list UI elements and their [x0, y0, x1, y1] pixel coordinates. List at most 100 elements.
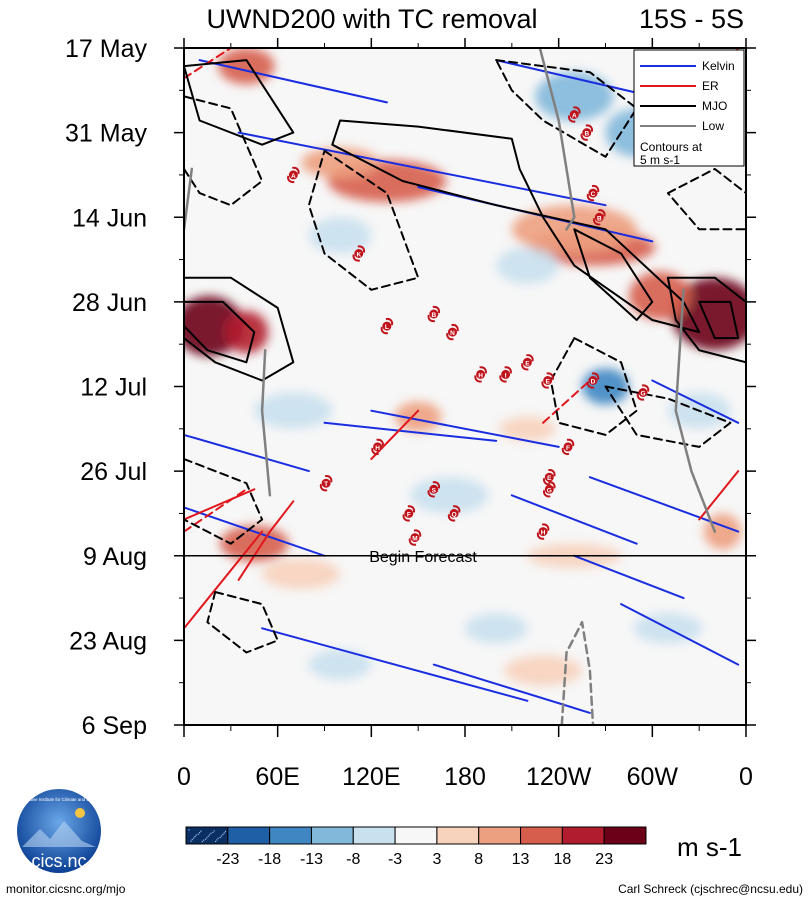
- tc-marker: E: [521, 354, 534, 371]
- cyclone-eye: [588, 376, 598, 385]
- cyclone-label: T: [324, 481, 328, 488]
- legend-label-kelvin: Kelvin: [702, 59, 735, 73]
- colorbar-swatch: [394, 826, 438, 845]
- kelvin-contour: [198, 59, 388, 104]
- mjo-contour-dashed: [206, 591, 279, 654]
- anomaly-patch: [499, 416, 556, 441]
- cyclone-eye: [544, 484, 554, 494]
- colorbar-stipple: [222, 833, 224, 836]
- colorbar-swatch: [436, 826, 480, 845]
- colorbar-label: -8: [346, 851, 360, 868]
- cyclone-icon: [543, 481, 556, 498]
- logo-wordmark: cics.nc: [31, 851, 86, 871]
- colorbar-stipple: [208, 834, 211, 836]
- footer-credit: Carl Schreck (cjschrec@ncsu.edu): [618, 882, 803, 896]
- colorbar-stipple: [201, 841, 203, 843]
- mjo-contour-dashed: [495, 59, 638, 158]
- legend: Kelvin ER MJO Low Contours at 5 m s-1: [633, 49, 745, 167]
- cyclone-eye: [476, 369, 486, 379]
- low-contour: [674, 288, 717, 533]
- colorbar-swatch: [478, 826, 522, 845]
- legend-label-mjo: MJO: [702, 99, 727, 113]
- cyclone-label: B: [584, 131, 589, 138]
- tc-marker: A: [287, 166, 300, 184]
- kelvin-contour: [573, 554, 685, 600]
- cyclone-eye: [563, 442, 573, 452]
- anomaly-patch: [218, 48, 275, 85]
- cyclone-icon: [499, 366, 512, 383]
- tc-marker: E: [541, 372, 554, 389]
- cyclone-label: A: [291, 173, 296, 180]
- colorbar-stipple: [198, 832, 201, 834]
- x-tick-label: 60E: [255, 763, 299, 791]
- colorbar-label: 8: [474, 851, 483, 868]
- colorbar-label: -23: [216, 851, 239, 868]
- low-contour: [184, 167, 194, 231]
- tc-marker: C: [586, 184, 600, 202]
- cyclone-eye: [288, 170, 298, 180]
- y-tick-label: 31 May: [65, 120, 147, 148]
- cyclone-label: E: [546, 379, 551, 386]
- x-axis: 0 60E 120E 180 120W 60W 0: [177, 38, 753, 791]
- cyclone-icon: [371, 438, 384, 456]
- y-tick-label: 14 Jun: [72, 204, 147, 232]
- colorbar-label: -18: [258, 851, 281, 868]
- tc-marker: S: [427, 481, 441, 498]
- colorbar-label: -13: [300, 851, 323, 868]
- colorbar-stipple: [194, 835, 196, 838]
- tc-marker: E: [543, 469, 556, 486]
- cyclone-eye: [588, 188, 598, 198]
- cyclone-eye: [382, 321, 392, 331]
- cyclone-eye: [321, 478, 331, 488]
- cyclone-icon: [352, 245, 366, 262]
- cyclone-eye: [429, 484, 439, 494]
- colorbar-stipple: [188, 829, 190, 831]
- cyclone-label: M: [412, 536, 417, 543]
- cyclone-icon: [586, 184, 600, 202]
- mjo-contour: [666, 276, 746, 364]
- cyclone-icon: [447, 505, 461, 522]
- anomaly-patch: [219, 525, 289, 562]
- tc-marker: F: [561, 438, 575, 456]
- mjo-contour: [573, 228, 654, 321]
- er-contour: [184, 488, 256, 521]
- mjo-contour-dashed: [307, 149, 420, 291]
- forecast-label: Begin Forecast: [369, 549, 477, 566]
- cyclone-label: H: [541, 530, 546, 537]
- cyclone-icon: [474, 366, 487, 383]
- tc-marker: G: [636, 384, 650, 401]
- cyclone-label: E: [547, 475, 552, 482]
- y-tick-label: 23 Aug: [69, 627, 147, 655]
- tc-marker: I: [499, 366, 512, 383]
- colorbar-swatch: [227, 826, 271, 845]
- cyclone-label: A: [572, 113, 577, 120]
- tc-marker: F: [402, 505, 416, 522]
- colorbar-stipple: [191, 838, 193, 841]
- cyclone-eye: [582, 128, 592, 138]
- y-tick-label: 9 Aug: [83, 543, 147, 571]
- x-tick-label: 0: [739, 763, 753, 791]
- cyclone-eye: [522, 357, 532, 367]
- mjo-contour-dashed: [666, 167, 746, 231]
- colorbar-stipple: [214, 840, 217, 843]
- chart-title: UWND200 with TC removal: [206, 4, 537, 34]
- cyclone-icon: [541, 372, 554, 389]
- y-tick-label: 28 Jun: [72, 289, 147, 317]
- cyclone-icon: [561, 438, 575, 456]
- cicsnc-logo: cics.nc Cooperative Institute for Climat…: [14, 789, 105, 873]
- cyclone-eye: [638, 388, 648, 397]
- kelvin-contour: [184, 433, 310, 473]
- er-contour-dashed: [542, 379, 591, 424]
- colorbar-stipple: [213, 830, 215, 832]
- cyclone-eye: [538, 527, 548, 537]
- tc-marker: L: [380, 317, 394, 335]
- legend-label-low: Low: [702, 119, 724, 133]
- kelvin-contour: [370, 409, 560, 448]
- tc-marker: Q: [447, 505, 461, 522]
- cyclone-icon: [580, 124, 594, 141]
- colorbar-stipple: [210, 832, 212, 834]
- tc-marker: B: [427, 305, 441, 323]
- colorbar-swatch: [352, 826, 396, 845]
- cyclone-icon: [636, 384, 650, 401]
